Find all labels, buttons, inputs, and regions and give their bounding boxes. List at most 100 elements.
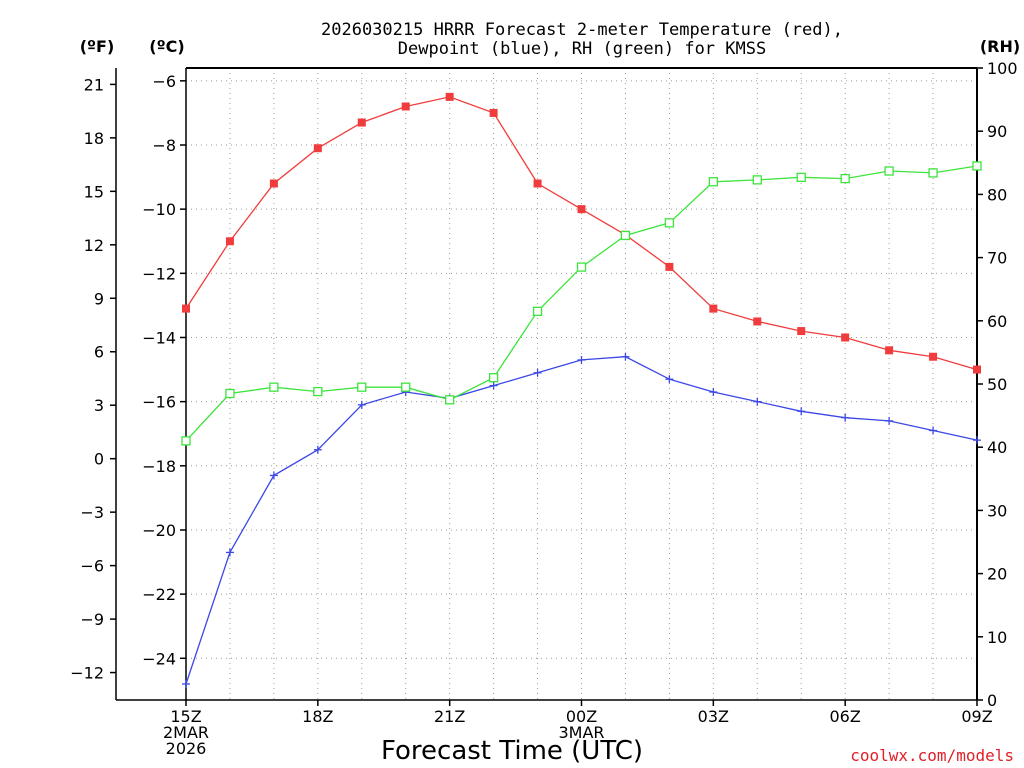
temperature-point	[182, 304, 190, 313]
chart-title-line-1: 2026030215 HRRR Forecast 2-meter Tempera…	[321, 20, 843, 40]
rh-tick-label: 50	[987, 375, 1007, 394]
fahrenheit-unit-label: (ºF)	[80, 37, 115, 56]
rh-point	[708, 177, 718, 187]
x-tick-label: 03Z	[698, 707, 729, 726]
dewpoint-point	[621, 352, 630, 361]
dewpoint-point	[973, 436, 981, 445]
celsius-tick-label: −24	[142, 649, 176, 668]
rh-tick-label: 30	[987, 501, 1007, 520]
dewpoint-point	[489, 381, 498, 390]
x-tick-label: 21Z	[434, 707, 465, 726]
temperature-point	[665, 262, 674, 271]
rh-point	[796, 172, 806, 182]
temperature-point	[533, 179, 542, 188]
temperature-point	[269, 179, 278, 188]
fahrenheit-tick-label: −6	[80, 557, 104, 576]
fahrenheit-tick-label: 15	[84, 182, 104, 201]
dewpoint-point	[665, 375, 674, 384]
x-tick-label: 15Z	[170, 707, 201, 726]
rh-tick-label: 80	[987, 185, 1007, 204]
dewpoint-point	[841, 413, 850, 422]
fahrenheit-tick-label: −12	[70, 664, 104, 683]
fahrenheit-tick-label: 18	[84, 129, 104, 148]
celsius-tick-label: −22	[142, 585, 176, 604]
series-layer	[181, 92, 982, 688]
dewpoint-point	[709, 388, 718, 397]
fahrenheit-tick-label: −9	[80, 610, 104, 629]
chart-title-line-2: Dewpoint (blue), RH (green) for KMSS	[398, 39, 766, 59]
temperature-point	[885, 346, 894, 355]
celsius-tick-label: −18	[142, 457, 176, 476]
dewpoint-point	[225, 548, 234, 557]
celsius-tick-label: −16	[142, 393, 176, 412]
dewpoint-point	[182, 679, 190, 688]
fahrenheit-tick-label: 3	[94, 396, 104, 415]
fahrenheit-tick-label: −3	[80, 503, 104, 522]
x-tick-label: 2026	[166, 739, 207, 758]
temperature-point	[929, 352, 938, 361]
x-tick-label: 06Z	[830, 707, 861, 726]
rh-point	[313, 386, 323, 397]
temperature-point	[797, 327, 806, 336]
rh-point	[576, 262, 587, 272]
dewpoint-point	[577, 355, 586, 364]
fahrenheit-tick-label: 6	[94, 343, 104, 362]
celsius-tick-label: −6	[152, 72, 176, 91]
rh-point	[181, 436, 191, 446]
fahrenheit-tick-label: 9	[94, 289, 104, 308]
celsius-tick-label: −10	[142, 200, 176, 219]
temperature-point	[357, 118, 366, 127]
fahrenheit-tick-label: 0	[94, 450, 104, 469]
rh-point	[972, 161, 982, 171]
rh-tick-label: 90	[987, 122, 1007, 141]
rh-point	[884, 166, 894, 176]
x-axis-title: Forecast Time (UTC)	[381, 736, 643, 766]
celsius-tick-label: −14	[142, 328, 176, 347]
series-dewpoint	[182, 352, 981, 688]
rh-tick-label: 100	[987, 59, 1018, 78]
rh-tick-label: 20	[987, 565, 1007, 584]
x-tick-label: 09Z	[961, 707, 992, 726]
rh-point	[620, 230, 631, 241]
x-tick-label: 00Z	[566, 707, 597, 726]
series-temperature	[182, 92, 981, 374]
temperature-point	[401, 102, 410, 111]
gridlines	[186, 68, 977, 700]
plot-frame	[115, 67, 978, 701]
source-credit: coolwx.com/models	[850, 746, 1014, 765]
rh-tick-label: 10	[987, 628, 1007, 647]
dewpoint-point	[753, 397, 762, 406]
dewpoint-point	[533, 368, 542, 377]
fahrenheit-tick-label: 12	[84, 236, 104, 255]
rh-tick-label: 60	[987, 312, 1007, 331]
rh-unit-label: (RH)	[980, 37, 1020, 56]
rh-point	[752, 175, 762, 185]
rh-point	[445, 395, 455, 405]
celsius-unit-label: (ºC)	[149, 37, 184, 56]
dewpoint-point	[313, 445, 322, 454]
temperature-point	[225, 237, 234, 246]
x-tick-label: 3MAR	[558, 723, 604, 742]
rh-point	[840, 173, 850, 184]
dewpoint-point	[797, 407, 806, 416]
temperature-point	[489, 108, 498, 117]
celsius-tick-label: −20	[142, 521, 176, 540]
rh-point	[532, 306, 543, 316]
x-tick-label: 2MAR	[163, 723, 209, 742]
temperature-point	[709, 304, 718, 313]
dewpoint-point	[885, 416, 894, 425]
dewpoint-point	[269, 471, 278, 480]
rh-point	[225, 388, 235, 399]
temperature-point	[577, 205, 586, 214]
series-rh	[181, 161, 982, 446]
axis-labels: −6−8−10−12−14−16−18−20−22−24211815129630…	[70, 59, 1017, 758]
celsius-tick-label: −12	[142, 264, 176, 283]
dewpoint-line	[185, 356, 978, 685]
temperature-point	[753, 317, 762, 326]
rh-tick-label: 0	[987, 691, 997, 710]
x-tick-label: 18Z	[302, 707, 333, 726]
rh-point	[928, 168, 938, 178]
temperature-point	[313, 144, 322, 153]
rh-point	[357, 382, 367, 392]
